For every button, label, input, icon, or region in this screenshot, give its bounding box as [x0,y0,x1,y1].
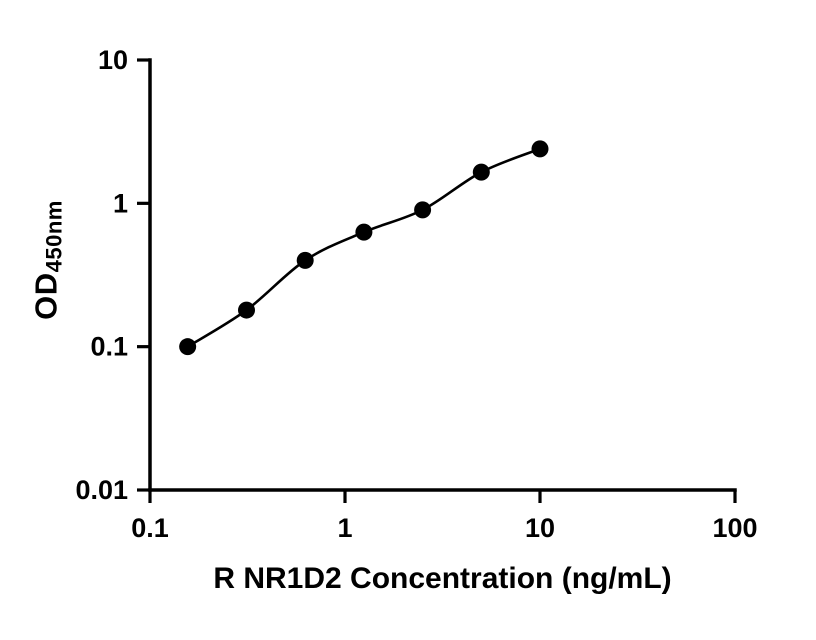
x-axis-label: R NR1D2 Concentration (ng/mL) [213,562,672,595]
y-tick-label: 1 [113,188,128,218]
data-point [531,140,549,158]
y-axis-label: OD450nm [29,200,68,320]
x-tick-label: 1 [337,513,352,543]
y-tick-label: 10 [98,45,128,75]
data-point [179,338,197,356]
x-tick-label: 10 [525,513,555,543]
fit-curve [186,147,541,348]
x-tick-label: 0.1 [131,513,169,543]
y-axis-label-main: OD [28,272,64,320]
y-tick-label: 0.01 [75,475,128,505]
y-tick-label: 0.1 [90,332,128,362]
y-axis-label-subscript: 450nm [41,200,67,273]
x-tick-label: 100 [712,513,757,543]
data-point [296,251,314,269]
data-point [472,163,490,181]
data-point [355,223,373,241]
data-point [414,201,432,219]
data-point [238,301,255,319]
